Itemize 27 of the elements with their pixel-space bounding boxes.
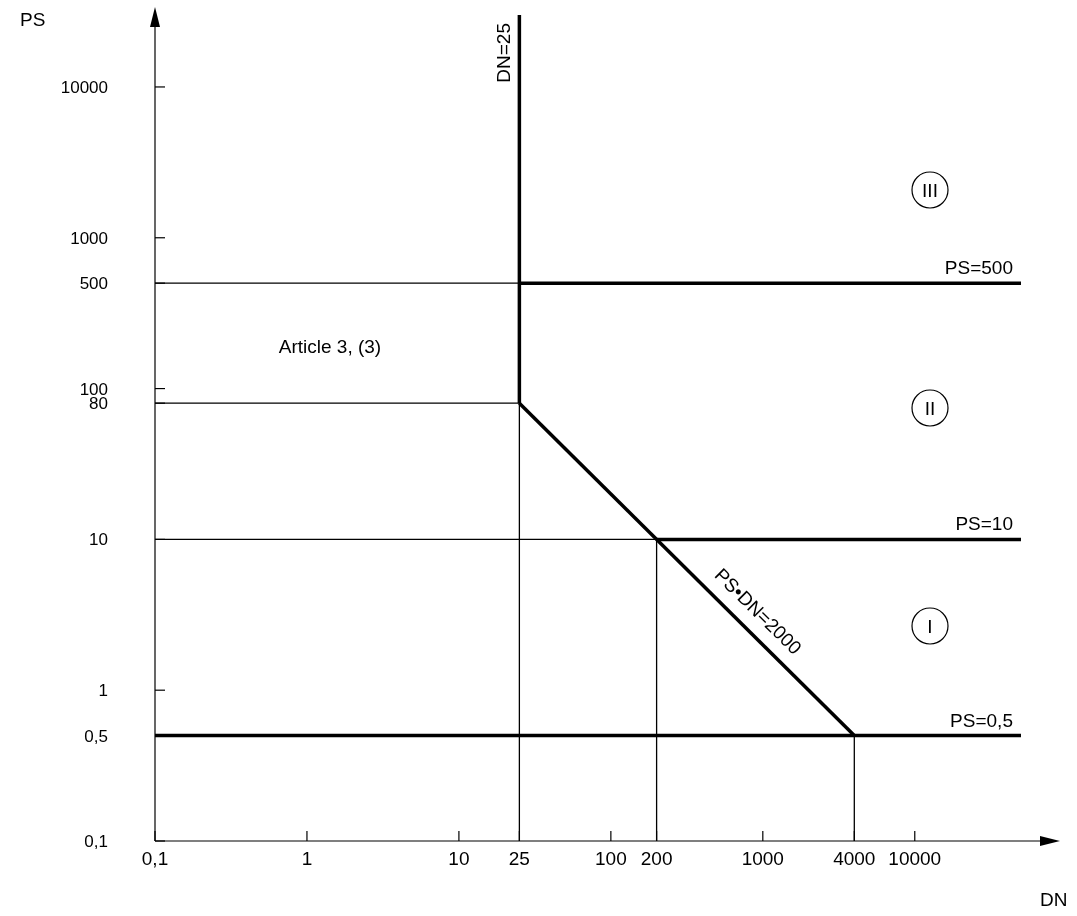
annotation: II (924, 398, 936, 419)
annotation: Article 3, (3) (278, 336, 382, 357)
y-tick-label: 80 (89, 394, 108, 414)
y-tick-label: 0,1 (84, 832, 108, 851)
x-tick-label: 10000 (888, 848, 942, 869)
annotation: III (922, 180, 938, 201)
y-tick-label: 10 (89, 530, 108, 550)
y-tick-label: 1000 (70, 228, 108, 248)
y-tick-label: 500 (79, 274, 108, 294)
x-tick-label: 1000 (741, 848, 784, 869)
x-tick-label: 4000 (833, 848, 876, 869)
y-tick-label: 10000 (60, 77, 108, 97)
annotation: I (927, 616, 933, 637)
x-axis-title: DN (1040, 889, 1068, 910)
x-tick-label: 1 (301, 848, 313, 869)
y-tick-label: 1 (98, 681, 108, 701)
y-tick-label: 0,5 (84, 726, 108, 746)
series-label: PS=500 (944, 257, 1013, 279)
text: DN=25 (493, 23, 515, 83)
series-label: PS=0,5 (950, 709, 1013, 731)
x-tick-label: 10 (448, 848, 470, 869)
series-label: PS=10 (955, 513, 1013, 535)
x-tick-label: 100 (595, 848, 627, 869)
x-tick-label: 0,1 (141, 848, 169, 869)
x-tick-label: 200 (640, 848, 673, 869)
y-axis-title: PS (20, 9, 46, 30)
x-tick-label: 25 (508, 848, 530, 869)
